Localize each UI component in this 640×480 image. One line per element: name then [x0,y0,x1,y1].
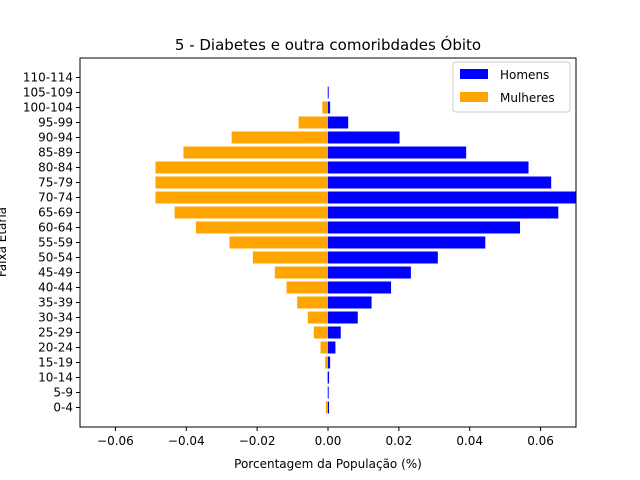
bar-homens-0-4 [328,401,330,414]
y-tick-label: 50-54 [38,251,73,265]
legend-label-homens: Homens [500,68,549,82]
legend-swatch-homens [460,69,488,79]
bar-homens-90-94 [328,131,400,144]
x-tick-label: 0.02 [385,434,412,448]
legend-swatch-mulheres [460,92,488,102]
bar-homens-95-99 [328,116,349,129]
bar-mulheres-40-44 [286,281,328,294]
y-tick-label: 40-44 [38,281,73,295]
y-tick-label: 25-29 [38,326,73,340]
y-tick-label: 65-69 [38,206,73,220]
y-tick-label: 15-19 [38,356,73,370]
bar-mulheres-75-79 [155,176,328,189]
y-tick-label: 75-79 [38,176,73,190]
y-tick-label: 5-9 [53,386,73,400]
y-tick-label: 95-99 [38,116,73,130]
bar-homens-30-34 [328,311,358,324]
y-tick-label: 55-59 [38,236,73,250]
bar-mulheres-105-109 [327,86,328,99]
bar-mulheres-30-34 [307,311,328,324]
y-tick-label: 80-84 [38,161,73,175]
y-tick-label: 90-94 [38,131,73,145]
bar-homens-70-74 [328,191,576,204]
y-tick-label: 60-64 [38,221,73,235]
bar-mulheres-10-14 [326,371,328,384]
y-tick-label: 30-34 [38,311,73,325]
bar-homens-15-19 [328,356,331,369]
bar-mulheres-35-39 [297,296,328,309]
x-tick-label: −0.06 [97,434,134,448]
bar-mulheres-100-104 [322,101,328,114]
bar-mulheres-60-64 [195,221,328,234]
bar-mulheres-95-99 [298,116,328,129]
bar-homens-10-14 [328,371,330,384]
x-tick-label: −0.04 [168,434,205,448]
x-tick-label: 0.00 [315,434,342,448]
y-tick-label: 10-14 [38,371,73,385]
bar-homens-55-59 [328,236,486,249]
bar-mulheres-5-9 [327,386,328,399]
bar-mulheres-90-94 [231,131,328,144]
y-tick-label: 35-39 [38,296,73,310]
x-tick-label: 0.06 [527,434,554,448]
bar-mulheres-65-69 [174,206,328,219]
bar-mulheres-50-54 [252,251,328,264]
legend-label-mulheres: Mulheres [500,91,555,105]
bar-homens-40-44 [328,281,392,294]
bar-homens-60-64 [328,221,521,234]
bar-mulheres-55-59 [229,236,328,249]
bar-mulheres-70-74 [155,191,328,204]
bar-homens-25-29 [328,326,341,339]
bar-mulheres-45-49 [274,266,328,279]
y-tick-label: 105-109 [23,86,73,100]
y-tick-label: 100-104 [23,101,73,115]
chart-title: 5 - Diabetes e outra comoribdades Óbito [175,35,481,54]
x-axis-ticks: −0.06 −0.04 −0.02 0.00 0.02 0.04 0.06 [97,427,554,448]
bar-mulheres-20-24 [320,341,328,354]
bar-homens-100-104 [328,101,331,114]
y-tick-label: 0-4 [53,401,73,415]
bar-homens-105-109 [328,86,329,99]
bar-mulheres-25-29 [313,326,328,339]
bars-group [155,86,576,414]
y-tick-label: 70-74 [38,191,73,205]
bar-homens-5-9 [328,386,329,399]
bar-homens-50-54 [328,251,438,264]
bar-homens-85-89 [328,146,467,159]
bar-homens-20-24 [328,341,336,354]
x-tick-label: −0.02 [239,434,276,448]
y-axis-label: Faixa Etária [0,207,9,277]
bar-mulheres-0-4 [325,401,328,414]
bar-homens-65-69 [328,206,559,219]
x-axis-label: Porcentagem da População (%) [234,457,422,471]
x-tick-label: 0.04 [456,434,483,448]
y-tick-label: 85-89 [38,146,73,160]
bar-mulheres-15-19 [325,356,328,369]
y-tick-label: 110-114 [23,71,73,85]
bar-homens-75-79 [328,176,552,189]
y-axis-ticks: 0-45-910-1415-1920-2425-2930-3435-3940-4… [23,71,80,415]
y-tick-label: 20-24 [38,341,73,355]
bar-mulheres-85-89 [183,146,328,159]
y-tick-label: 45-49 [38,266,73,280]
bar-homens-80-84 [328,161,529,174]
bar-mulheres-80-84 [155,161,328,174]
legend: Homens Mulheres [452,61,571,113]
bar-homens-45-49 [328,266,411,279]
bar-homens-35-39 [328,296,372,309]
